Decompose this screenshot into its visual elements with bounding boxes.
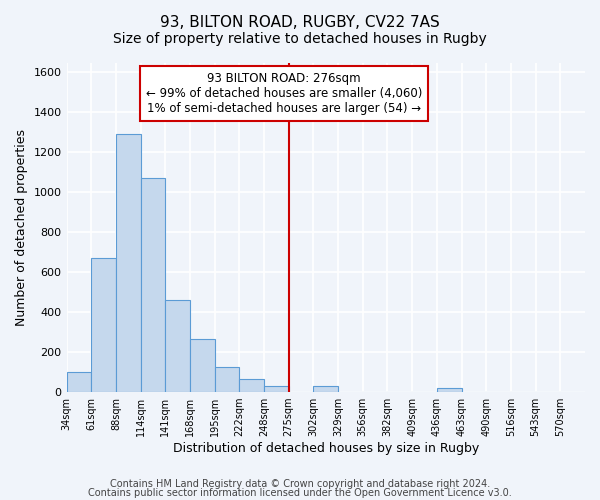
- Text: Contains public sector information licensed under the Open Government Licence v3: Contains public sector information licen…: [88, 488, 512, 498]
- Text: Size of property relative to detached houses in Rugby: Size of property relative to detached ho…: [113, 32, 487, 46]
- Bar: [140, 178, 165, 392]
- Bar: [239, 378, 264, 392]
- Bar: [116, 134, 140, 392]
- Bar: [215, 366, 239, 392]
- X-axis label: Distribution of detached houses by size in Rugby: Distribution of detached houses by size …: [173, 442, 479, 455]
- Text: Contains HM Land Registry data © Crown copyright and database right 2024.: Contains HM Land Registry data © Crown c…: [110, 479, 490, 489]
- Bar: [264, 386, 289, 392]
- Bar: [165, 300, 190, 392]
- Text: 93, BILTON ROAD, RUGBY, CV22 7AS: 93, BILTON ROAD, RUGBY, CV22 7AS: [160, 15, 440, 30]
- Y-axis label: Number of detached properties: Number of detached properties: [15, 129, 28, 326]
- Bar: [190, 339, 215, 392]
- Text: 93 BILTON ROAD: 276sqm
← 99% of detached houses are smaller (4,060)
1% of semi-d: 93 BILTON ROAD: 276sqm ← 99% of detached…: [146, 72, 422, 116]
- Bar: [313, 386, 338, 392]
- Bar: [91, 258, 116, 392]
- Bar: [67, 372, 91, 392]
- Bar: [437, 388, 461, 392]
